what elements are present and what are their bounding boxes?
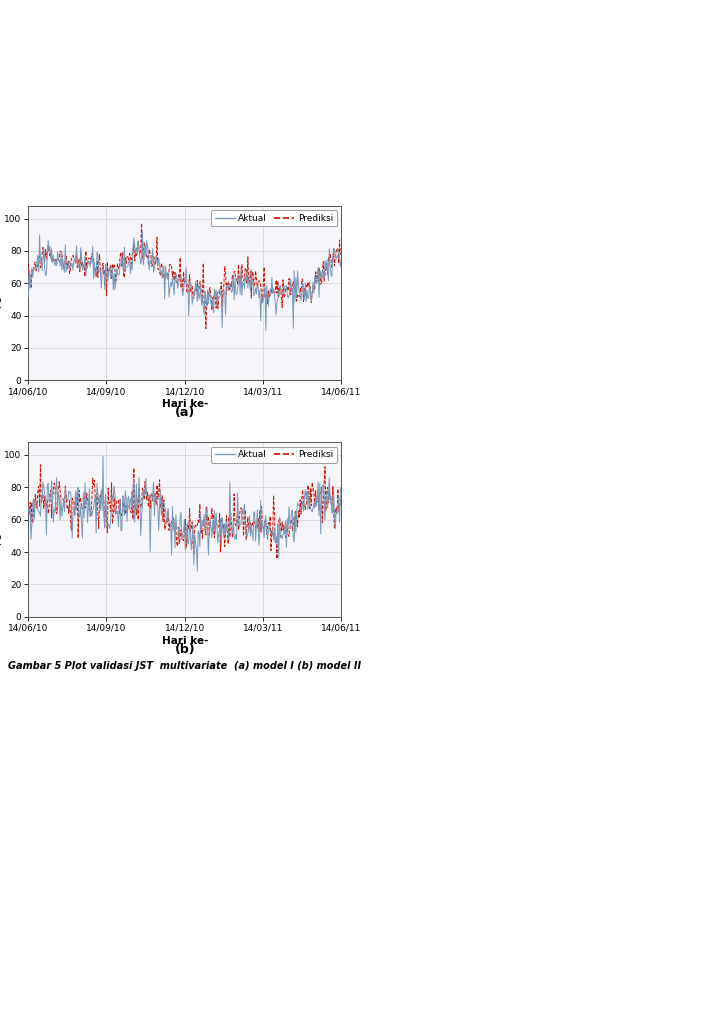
X-axis label: Hari ke-: Hari ke- <box>161 635 208 646</box>
Aktual <box>194 279 203 291</box>
Text: Gambar 5 Plot validasi JST  multivariate  (a) model I (b) model II: Gambar 5 Plot validasi JST multivariate … <box>9 661 361 671</box>
Prediksi <box>90 479 98 491</box>
Prediksi <box>257 289 266 301</box>
Aktual <box>193 565 201 578</box>
Line: Prediksi: Prediksi <box>28 223 341 329</box>
Aktual <box>262 325 270 337</box>
Aktual <box>240 498 249 510</box>
Prediksi <box>88 250 97 262</box>
Prediksi <box>55 252 63 264</box>
Text: (b): (b) <box>174 642 196 656</box>
Aktual <box>77 249 86 261</box>
Prediksi <box>202 323 210 335</box>
Prediksi <box>240 272 249 285</box>
Aktual <box>257 315 265 327</box>
Prediksi <box>78 502 87 514</box>
Aktual <box>195 526 203 539</box>
Prediksi <box>24 508 33 520</box>
Aktual <box>337 481 346 493</box>
Prediksi <box>337 247 346 259</box>
Aktual <box>55 489 63 502</box>
Prediksi <box>137 217 146 229</box>
Aktual <box>55 254 63 266</box>
Aktual <box>257 526 266 539</box>
Legend: Aktual, Prediksi: Aktual, Prediksi <box>211 446 337 463</box>
Aktual <box>24 290 33 302</box>
Prediksi <box>194 514 203 526</box>
Prediksi <box>24 258 33 270</box>
Y-axis label: µg/m³: µg/m³ <box>0 278 1 308</box>
Prediksi <box>273 553 282 565</box>
Aktual <box>24 501 33 513</box>
Aktual <box>337 252 346 264</box>
Prediksi <box>36 458 45 471</box>
Prediksi <box>77 260 86 272</box>
Y-axis label: µg/m³: µg/m³ <box>0 514 1 545</box>
Prediksi <box>56 485 65 498</box>
X-axis label: Hari ke-: Hari ke- <box>161 399 208 409</box>
Aktual <box>88 241 97 253</box>
Aktual <box>99 450 107 463</box>
Prediksi <box>240 529 248 542</box>
Aktual <box>88 505 97 517</box>
Line: Aktual: Aktual <box>28 231 341 331</box>
Aktual <box>138 225 146 237</box>
Prediksi <box>194 286 203 298</box>
Prediksi <box>337 491 346 504</box>
Aktual <box>77 518 86 530</box>
Prediksi <box>257 525 265 538</box>
Legend: Aktual, Prediksi: Aktual, Prediksi <box>211 210 337 226</box>
Aktual <box>240 277 248 289</box>
Line: Aktual: Aktual <box>28 456 341 572</box>
Line: Prediksi: Prediksi <box>28 465 341 559</box>
Text: (a): (a) <box>175 406 195 419</box>
